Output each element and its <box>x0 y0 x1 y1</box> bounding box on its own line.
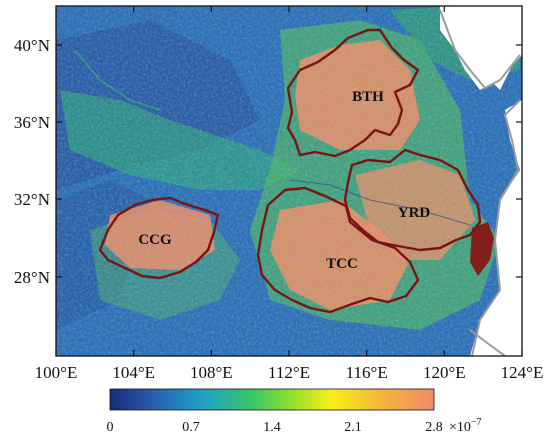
colorbar-tick-1: 0.7 <box>182 420 200 435</box>
region-boundaries <box>98 28 482 314</box>
colorbar <box>109 388 435 411</box>
lon-label-120: 120°E <box>423 363 466 382</box>
yrd-boundary <box>343 148 482 252</box>
region-label-tcc: TCC <box>326 256 358 272</box>
axis-ticks <box>55 6 523 356</box>
lon-label-124: 124°E <box>501 363 544 382</box>
region-label-bth: BTH <box>352 89 384 105</box>
lon-label-112: 112°E <box>268 363 310 382</box>
ccg-boundary <box>98 196 220 280</box>
colorbar-tick-4: 2.8 <box>425 420 443 435</box>
lat-label-36: 36°N <box>14 113 50 132</box>
lon-label-108: 108°E <box>190 363 233 382</box>
map-raster <box>56 6 522 356</box>
colorbar-tick-3: 2.1 <box>344 420 362 435</box>
lat-label-28: 28°N <box>14 268 50 287</box>
bth-boundary <box>286 28 420 158</box>
lon-label-104: 104°E <box>112 363 155 382</box>
lat-label-32: 32°N <box>14 190 50 209</box>
lon-label-116: 116°E <box>346 363 388 382</box>
colorbar-tick-2: 1.4 <box>263 420 281 435</box>
region-label-ccg: CCG <box>138 232 172 248</box>
tcc-boundary <box>256 186 420 314</box>
colorbar-scale-exponent: −7 <box>471 417 482 428</box>
colorbar-scale-label: ×10−7 <box>449 417 482 435</box>
colorbar-scale-base: ×10 <box>449 420 471 435</box>
lon-label-100: 100°E <box>35 363 78 382</box>
lat-label-40: 40°N <box>14 36 50 55</box>
colorbar-tick-0: 0 <box>107 420 114 435</box>
region-label-yrd: YRD <box>398 205 431 221</box>
